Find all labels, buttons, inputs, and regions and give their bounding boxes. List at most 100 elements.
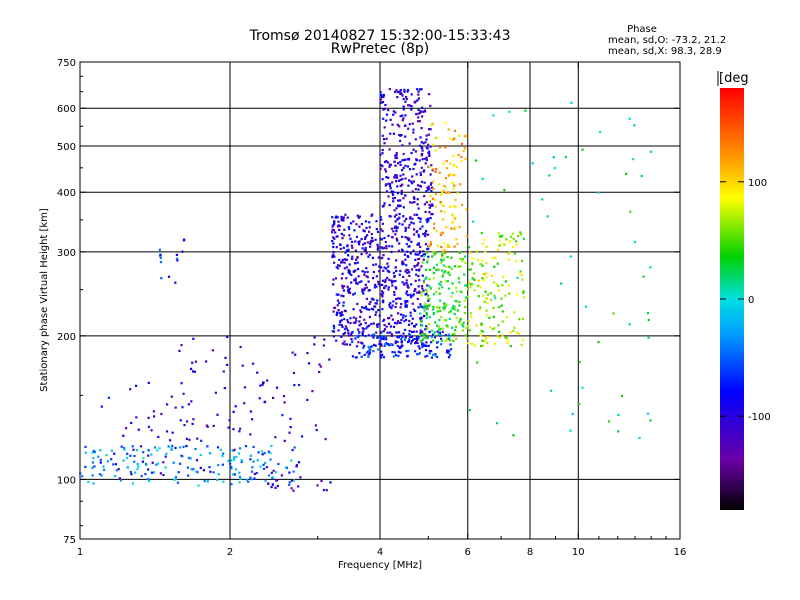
data-point — [372, 336, 375, 339]
data-point — [435, 268, 438, 271]
data-point — [446, 349, 449, 352]
data-point — [417, 285, 420, 288]
data-point — [403, 338, 406, 341]
data-point — [515, 243, 518, 246]
data-point — [402, 206, 405, 209]
data-point — [229, 462, 232, 465]
data-point — [333, 237, 336, 240]
data-point — [429, 128, 432, 131]
data-point — [392, 200, 395, 203]
data-point — [380, 218, 383, 221]
data-point — [413, 200, 416, 204]
data-point — [340, 219, 343, 222]
data-point — [410, 340, 413, 343]
data-point — [347, 269, 350, 272]
data-point — [436, 330, 439, 333]
data-point — [380, 344, 383, 347]
data-point — [452, 187, 455, 190]
data-point — [187, 474, 190, 477]
data-point — [460, 142, 464, 145]
data-point — [483, 300, 486, 303]
data-point — [441, 286, 444, 289]
data-point — [190, 468, 193, 471]
data-point — [428, 206, 431, 209]
data-point — [226, 335, 229, 339]
data-point — [427, 128, 431, 131]
data-point — [444, 191, 448, 194]
data-point — [440, 339, 443, 342]
data-point — [423, 255, 426, 258]
data-point — [429, 243, 432, 246]
data-point — [363, 353, 366, 356]
data-point — [500, 304, 503, 307]
data-point — [402, 275, 405, 278]
data-point — [422, 306, 425, 309]
data-point — [467, 287, 470, 291]
data-point — [331, 231, 334, 234]
data-point — [438, 171, 441, 174]
data-point — [393, 196, 397, 199]
data-point — [418, 159, 421, 162]
data-point — [415, 173, 418, 176]
data-point — [371, 239, 374, 242]
data-point — [425, 251, 428, 255]
data-point — [426, 233, 430, 236]
data-point — [417, 262, 420, 265]
data-point — [119, 479, 123, 482]
data-point — [360, 341, 363, 344]
data-point — [419, 332, 422, 335]
data-point — [415, 253, 418, 256]
data-point — [361, 327, 364, 330]
data-point — [261, 383, 264, 386]
data-point — [417, 207, 420, 210]
data-point — [421, 106, 424, 109]
data-point — [461, 324, 464, 327]
data-point — [633, 241, 637, 244]
data-point — [402, 105, 405, 108]
data-point — [335, 313, 338, 317]
data-point — [240, 460, 243, 464]
data-point — [339, 261, 343, 264]
data-point — [288, 481, 291, 484]
data-point — [428, 268, 432, 271]
data-point — [649, 150, 653, 153]
data-point — [581, 148, 584, 151]
data-point — [395, 151, 398, 155]
data-point — [420, 285, 424, 288]
data-point — [415, 113, 418, 116]
data-point — [404, 226, 407, 229]
data-point — [410, 322, 413, 325]
data-point — [358, 331, 361, 335]
data-point — [647, 318, 650, 322]
data-point — [259, 465, 262, 468]
data-point — [426, 284, 429, 287]
data-point — [431, 204, 434, 207]
data-point — [420, 305, 423, 308]
data-point — [269, 452, 272, 455]
data-point — [417, 243, 420, 246]
data-point — [340, 294, 343, 297]
data-point — [444, 121, 447, 124]
data-point — [410, 283, 413, 286]
data-point — [407, 323, 411, 326]
data-point — [416, 88, 419, 91]
data-point — [193, 370, 196, 373]
data-point — [411, 201, 414, 204]
data-point — [449, 310, 452, 313]
data-point — [442, 204, 445, 208]
data-point — [256, 371, 259, 374]
data-point — [505, 315, 508, 319]
data-point — [463, 255, 467, 258]
data-point — [422, 110, 425, 113]
data-point — [377, 336, 380, 339]
data-point — [288, 483, 291, 486]
data-point — [427, 217, 430, 220]
data-point — [489, 292, 492, 295]
data-point — [190, 367, 193, 370]
data-point — [413, 325, 416, 328]
data-point — [387, 322, 390, 325]
data-point — [264, 400, 267, 403]
data-point — [411, 190, 414, 193]
data-point — [492, 281, 496, 284]
